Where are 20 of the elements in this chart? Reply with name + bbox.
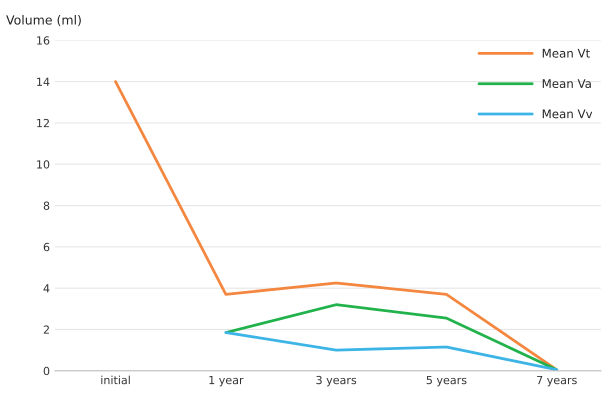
x-tick-label: 3 years bbox=[316, 376, 356, 386]
x-tick-label: 1 year bbox=[209, 376, 244, 386]
y-tick-label: 4 bbox=[44, 284, 50, 292]
y-tick-label: 0 bbox=[44, 366, 50, 376]
x-tick-label: 7 years bbox=[537, 376, 577, 386]
y-axis-title: Volume (ml) bbox=[6, 14, 81, 26]
y-tick-label: 6 bbox=[44, 242, 50, 252]
legend-label: Mean Va bbox=[542, 79, 591, 88]
line-series bbox=[224, 331, 558, 371]
y-tick-label: 12 bbox=[37, 118, 49, 128]
y-tick-label: 10 bbox=[37, 160, 50, 169]
x-tick-label: initial bbox=[101, 376, 130, 384]
y-tick-label: 8 bbox=[44, 202, 50, 210]
y-tick-label: 14 bbox=[37, 78, 50, 86]
x-tick-label: 5 years bbox=[426, 376, 466, 386]
legend-label: Mean Vv bbox=[542, 110, 592, 118]
y-tick-label: 2 bbox=[44, 325, 49, 334]
legend-label: Mean Vt bbox=[542, 48, 590, 58]
y-tick-label: 16 bbox=[37, 36, 50, 45]
line-series bbox=[224, 303, 558, 371]
